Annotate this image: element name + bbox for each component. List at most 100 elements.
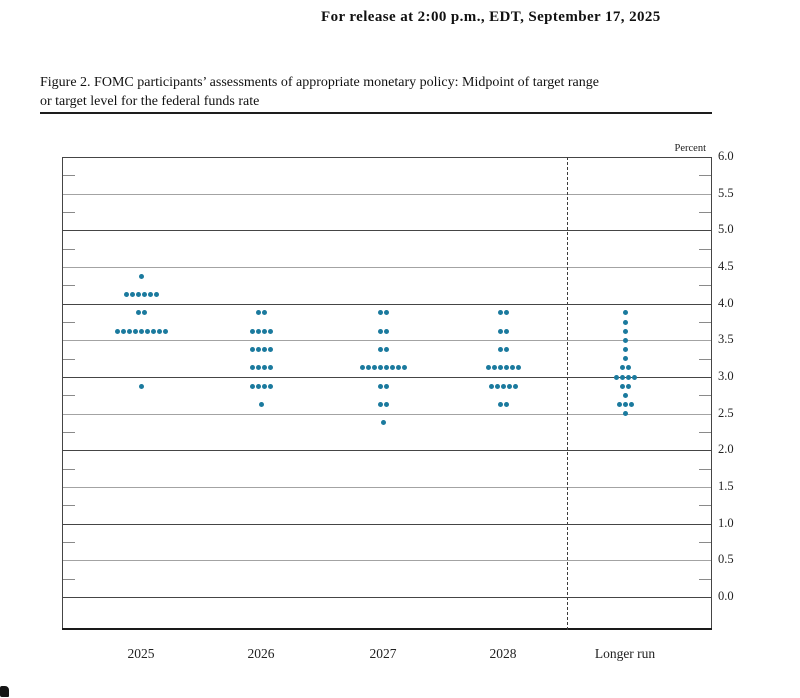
- fomc-dot: [389, 365, 395, 371]
- y-axis-tick-label: 4.5: [718, 259, 734, 273]
- fomc-dot: [625, 374, 631, 380]
- fomc-dot: [258, 402, 264, 407]
- gridline: [62, 450, 712, 452]
- fomc-dot: [401, 365, 407, 371]
- caption-rule: [40, 112, 712, 114]
- gridline: [62, 230, 712, 232]
- fomc-dot: [267, 328, 273, 334]
- quarter-tick-right: [699, 285, 712, 287]
- fomc-dot: [383, 365, 389, 371]
- y-axis-tick-label: 4.0: [718, 295, 734, 310]
- gridline: [62, 157, 712, 158]
- fomc-dot: [622, 347, 628, 352]
- quarter-tick-right: [699, 505, 712, 507]
- fomc-dot: [135, 292, 141, 297]
- quarter-tick-left: [62, 212, 75, 213]
- quarter-tick-left: [62, 395, 75, 397]
- y-axis-tick-label: 3.5: [718, 332, 734, 347]
- quarter-tick-left: [62, 358, 75, 360]
- fomc-dot: [261, 310, 267, 316]
- fomc-dot: [488, 383, 494, 389]
- fomc-dot: [619, 374, 625, 380]
- gridline: [62, 340, 712, 342]
- fomc-dot: [261, 328, 267, 334]
- fomc-dot: [622, 337, 628, 343]
- x-axis-label: 2027: [369, 646, 397, 661]
- y-axis-tick-label: 5.5: [718, 185, 734, 200]
- gridline: [62, 560, 712, 562]
- figure-caption-line1: Figure 2. FOMC participants’ assessments…: [40, 75, 599, 90]
- x-axis-label: 2028: [489, 646, 517, 661]
- fomc-dot: [619, 365, 625, 371]
- quarter-tick-left: [62, 285, 75, 287]
- fomc-dot: [377, 347, 383, 352]
- fomc-dot: [129, 292, 135, 297]
- fomc-dot: [625, 383, 631, 389]
- quarter-tick-left: [62, 322, 75, 323]
- fomc-dot: [380, 420, 386, 426]
- fomc-dot: [377, 328, 383, 334]
- quarter-tick-left: [62, 468, 75, 470]
- fomc-dot: [371, 365, 377, 371]
- y-axis-tick-label: 0.0: [718, 589, 734, 603]
- fomc-dot: [497, 328, 503, 334]
- gridline: [62, 193, 712, 195]
- fomc-dot: [494, 383, 500, 389]
- y-axis-tick-label: 3.0: [718, 369, 734, 383]
- y-axis-tick-label: 1.0: [718, 515, 734, 530]
- fomc-dot: [365, 365, 371, 371]
- gridline: [62, 377, 712, 378]
- quarter-tick-right: [699, 542, 712, 543]
- quarter-tick-right: [699, 578, 712, 580]
- quarter-tick-right: [699, 212, 712, 213]
- y-axis-tick-label: 6.0: [718, 149, 734, 163]
- figure-caption-line2: or target level for the federal funds ra…: [40, 94, 260, 109]
- fomc-dot: [497, 402, 503, 407]
- dot-plot-chart: Percent 6.0 5.5 5.0 4.5 4.0 3.5 3.0 2.5 2.0 1.5 1.…: [62, 143, 734, 661]
- fomc-dot: [625, 365, 631, 371]
- fomc-dot: [491, 365, 497, 371]
- fomc-dot: [249, 328, 255, 334]
- fomc-dot: [512, 383, 518, 389]
- fomc-dot: [515, 365, 521, 371]
- fomc-dot: [249, 383, 255, 389]
- y-axis-tick-label: 5.0: [718, 222, 734, 237]
- fomc-dot: [359, 365, 365, 371]
- x-axis-line: [62, 628, 712, 630]
- plot-left-border: [62, 157, 63, 630]
- longer-run-separator: [567, 157, 568, 630]
- fomc-dot: [383, 402, 389, 407]
- quarter-tick-right: [699, 395, 712, 397]
- quarter-tick-right: [699, 432, 712, 433]
- fomc-dot: [255, 383, 261, 389]
- fomc-dot: [123, 292, 129, 297]
- fomc-dot: [255, 365, 261, 371]
- fomc-dot: [138, 273, 144, 279]
- fomc-dot: [114, 328, 120, 334]
- x-axis-label: Longer run: [594, 646, 656, 661]
- figure-caption: Figure 2. FOMC participants’ assessments…: [40, 73, 730, 111]
- fomc-dot: [503, 365, 509, 371]
- fomc-dot: [509, 365, 515, 371]
- fomc-dot: [485, 365, 491, 371]
- quarter-tick-right: [699, 175, 712, 177]
- y-axis-tick-label: 2.5: [718, 405, 734, 420]
- gridline: [62, 303, 712, 305]
- fomc-dot: [132, 328, 138, 334]
- fomc-dot: [622, 319, 628, 325]
- quarter-tick-left: [62, 505, 75, 507]
- fomc-dot: [377, 383, 383, 389]
- fomc-dot: [267, 383, 273, 389]
- fomc-dot: [395, 365, 401, 371]
- fomc-dot: [162, 328, 168, 334]
- fomc-dot: [628, 402, 634, 407]
- fomc-dot: [120, 328, 126, 334]
- quarter-tick-right: [699, 358, 712, 360]
- fomc-dot: [150, 328, 156, 334]
- fomc-dot: [147, 292, 153, 297]
- fomc-dot: [141, 310, 147, 316]
- fomc-dot: [500, 383, 506, 389]
- fomc-dot: [622, 411, 628, 417]
- fomc-dot: [616, 402, 622, 407]
- quarter-tick-left: [62, 578, 75, 580]
